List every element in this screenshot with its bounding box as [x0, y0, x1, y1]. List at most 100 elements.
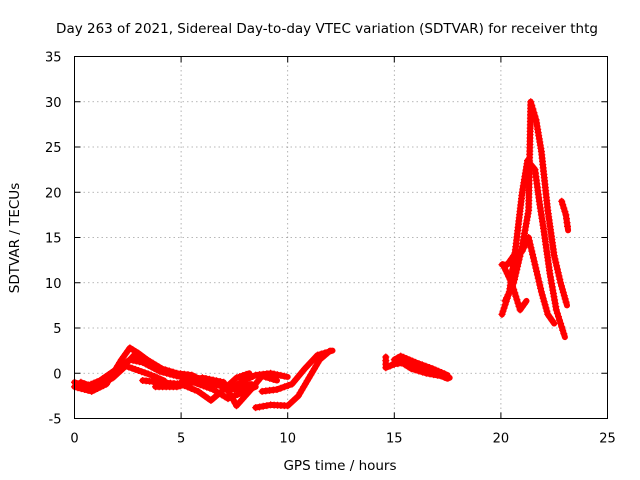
data-point-marker [551, 255, 559, 263]
data-point-marker [529, 105, 537, 113]
data-point-marker [269, 375, 277, 383]
data-point-marker [81, 380, 89, 388]
y-tick-label: 35 [45, 51, 62, 66]
data-point-marker [550, 252, 558, 260]
data-point-marker [314, 351, 321, 359]
data-point-marker [559, 288, 567, 296]
data-point-marker [229, 396, 237, 404]
data-point-marker [77, 378, 85, 386]
grid [74, 56, 608, 419]
data-point-marker [500, 304, 508, 312]
data-point-marker [411, 366, 419, 374]
data-point-marker [77, 385, 85, 393]
data-point-marker [520, 179, 528, 187]
data-point-marker [138, 368, 146, 376]
data-point-marker [249, 373, 257, 380]
data-point-marker [529, 254, 537, 262]
data-point-marker [527, 244, 535, 252]
data-series-trace-j [258, 347, 336, 395]
y-tick-label: 15 [45, 232, 62, 247]
data-point-marker [508, 279, 516, 287]
data-point-marker [438, 369, 446, 376]
data-point-marker [510, 286, 518, 293]
data-point-marker [501, 264, 508, 272]
data-point-marker [209, 376, 217, 384]
data-point-marker [200, 382, 207, 390]
data-point-marker [542, 304, 550, 312]
data-point-marker [501, 297, 509, 305]
data-point-marker [158, 365, 166, 373]
x-tick-label: 15 [386, 432, 403, 447]
y-tick-label: 10 [45, 277, 62, 292]
data-point-marker [554, 269, 562, 277]
data-point-marker [555, 313, 562, 321]
data-point-marker [233, 374, 240, 382]
data-point-marker [559, 201, 567, 209]
data-point-marker [530, 109, 538, 117]
data-point-marker [415, 367, 423, 375]
data-point-marker [198, 374, 206, 382]
data-point-marker [547, 276, 555, 284]
data-point-marker [533, 267, 541, 275]
data-point-marker [317, 350, 325, 358]
data-point-marker [281, 383, 288, 391]
data-point-marker [520, 300, 528, 308]
data-point-marker [239, 372, 247, 379]
data-point-marker [240, 377, 248, 385]
data-point-marker [259, 402, 267, 410]
data-point-marker [130, 351, 138, 359]
data-point-marker [191, 386, 199, 394]
data-point-marker [412, 358, 420, 366]
data-point-marker [403, 355, 411, 363]
data-point-marker [513, 266, 521, 274]
data-point-marker [509, 282, 517, 290]
data-point-marker [555, 272, 563, 280]
data-point-marker [517, 246, 525, 254]
data-point-marker [165, 367, 173, 375]
data-point-marker [514, 262, 522, 270]
data-point-marker [277, 371, 285, 379]
data-point-marker [525, 237, 533, 245]
data-point-marker [236, 373, 244, 381]
data-point-marker [141, 369, 149, 377]
data-point-marker [514, 259, 522, 267]
chart-title: Day 263 of 2021, Sidereal Day-to-day VTE… [56, 21, 598, 37]
data-point-marker [553, 262, 561, 270]
data-point-marker [426, 370, 434, 378]
data-point-marker [553, 309, 561, 317]
data-point-marker [533, 271, 541, 279]
data-point-marker [213, 377, 221, 385]
data-point-marker [512, 269, 520, 277]
data-point-marker [514, 299, 522, 307]
data-point-marker [499, 261, 507, 269]
data-point-marker [498, 310, 506, 318]
data-point-marker [273, 386, 281, 393]
y-tick-label: 25 [45, 141, 62, 156]
data-point-marker [558, 285, 566, 293]
data-point-marker [519, 239, 527, 247]
data-point-marker [549, 286, 557, 294]
data-point-marker [529, 251, 537, 258]
data-point-marker [537, 284, 545, 292]
data-point-marker [169, 368, 177, 376]
data-point-marker [203, 383, 211, 391]
data-point-marker [540, 298, 548, 305]
data-series-trace-r [558, 197, 572, 234]
data-point-marker [505, 273, 513, 281]
data-point-marker [562, 298, 570, 306]
data-point-marker [535, 278, 543, 286]
data-point-marker [534, 274, 542, 282]
data-point-marker [515, 256, 523, 264]
data-point-marker [530, 257, 538, 265]
y-axis-label: SDTVAR / TECUs [7, 183, 23, 293]
data-series-trace-o [498, 234, 558, 327]
data-point-marker [511, 289, 519, 297]
data-point-marker [541, 301, 549, 309]
data-point-marker [144, 370, 152, 378]
data-point-marker [512, 292, 520, 300]
data-point-marker [191, 375, 199, 383]
data-point-marker [425, 364, 433, 371]
data-point-marker [526, 240, 534, 248]
data-point-marker [267, 369, 275, 377]
data-point-marker [206, 375, 213, 383]
